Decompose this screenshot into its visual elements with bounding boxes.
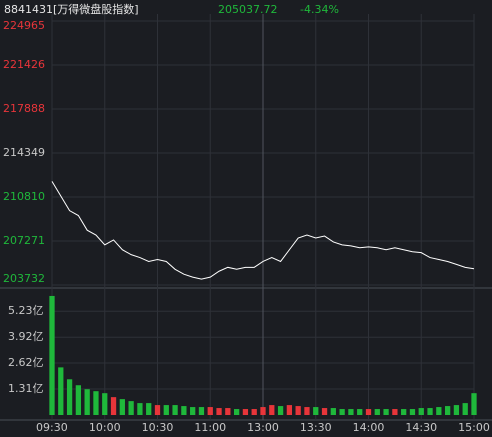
y-tick-label: 1.31亿 bbox=[8, 382, 44, 395]
y-tick-label: 207271 bbox=[3, 234, 45, 247]
last-price: 205037.72 bbox=[218, 3, 278, 16]
volume-bar bbox=[49, 295, 55, 415]
volume-bar bbox=[75, 385, 82, 415]
y-tick-label: 2.62亿 bbox=[8, 356, 44, 369]
volume-bar bbox=[339, 409, 345, 415]
x-tick-label: 14:00 bbox=[353, 421, 385, 434]
y-tick-label: 224965 bbox=[3, 19, 45, 32]
volume-bar bbox=[427, 408, 433, 415]
volume-bar bbox=[163, 405, 169, 415]
volume-bar bbox=[198, 407, 205, 415]
volume-bar bbox=[233, 409, 240, 415]
volume-bar bbox=[304, 407, 310, 415]
volume-bar bbox=[330, 408, 336, 415]
y-tick-label: 203732 bbox=[3, 272, 45, 285]
volume-bar bbox=[66, 379, 73, 415]
x-tick-label: 10:00 bbox=[89, 421, 121, 434]
volume-bar bbox=[119, 399, 125, 415]
volume-bar bbox=[93, 391, 99, 415]
price-line bbox=[51, 181, 475, 280]
volume-bar bbox=[181, 406, 187, 415]
x-tick-label: 11:00 bbox=[194, 421, 226, 434]
volume-bar bbox=[365, 409, 372, 415]
volume-bar bbox=[401, 409, 407, 415]
x-tick-label: 13:00 bbox=[247, 421, 279, 434]
volume-bar bbox=[84, 389, 90, 415]
x-tick-label: 09:30 bbox=[36, 421, 68, 434]
volume-bar bbox=[172, 405, 178, 415]
volume-bar bbox=[409, 409, 416, 415]
volume-bar bbox=[444, 406, 451, 415]
volume-bar bbox=[128, 401, 134, 415]
volume-bar bbox=[137, 403, 143, 415]
volume-bar bbox=[462, 403, 468, 415]
volume-bar bbox=[357, 409, 363, 415]
y-tick-label: 210810 bbox=[3, 190, 45, 203]
volume-bar bbox=[58, 367, 64, 415]
volume-bar bbox=[348, 409, 354, 415]
volume-bar bbox=[471, 393, 477, 415]
volume-bar bbox=[207, 407, 213, 415]
volume-bar bbox=[392, 409, 398, 415]
volume-bar bbox=[295, 406, 301, 415]
x-tick-label: 13:30 bbox=[300, 421, 332, 434]
y-tick-label: 217888 bbox=[3, 102, 45, 115]
volume-bar bbox=[242, 409, 249, 415]
volume-bar bbox=[453, 405, 460, 415]
x-tick-label: 14:30 bbox=[405, 421, 437, 434]
volume-bar bbox=[383, 409, 389, 415]
volume-bar bbox=[374, 409, 380, 415]
volume-bar bbox=[146, 403, 152, 415]
volume-bar bbox=[260, 407, 266, 415]
volume-bar bbox=[418, 408, 424, 415]
volume-bar bbox=[216, 408, 222, 415]
volume-bar bbox=[154, 405, 161, 415]
x-tick-label: 15:00 bbox=[458, 421, 490, 434]
volume-bar bbox=[321, 408, 328, 415]
index-name: 8841431[万得微盘股指数] bbox=[4, 2, 139, 16]
x-tick-label: 10:30 bbox=[142, 421, 174, 434]
volume-bar bbox=[436, 407, 442, 415]
volume-bar bbox=[190, 407, 196, 415]
volume-bar bbox=[313, 407, 319, 415]
volume-bar bbox=[110, 397, 117, 415]
change-pct: -4.34% bbox=[300, 3, 339, 16]
volume-bar bbox=[225, 408, 231, 415]
volume-bar bbox=[269, 405, 275, 415]
volume-bar bbox=[102, 393, 108, 415]
y-tick-label: 3.92亿 bbox=[8, 330, 44, 343]
volume-bar bbox=[286, 405, 293, 415]
y-tick-label: 214349 bbox=[3, 146, 45, 159]
volume-bar bbox=[277, 406, 284, 415]
y-tick-label: 5.23亿 bbox=[8, 304, 44, 317]
volume-bar bbox=[251, 409, 257, 415]
y-tick-label: 221426 bbox=[3, 58, 45, 71]
